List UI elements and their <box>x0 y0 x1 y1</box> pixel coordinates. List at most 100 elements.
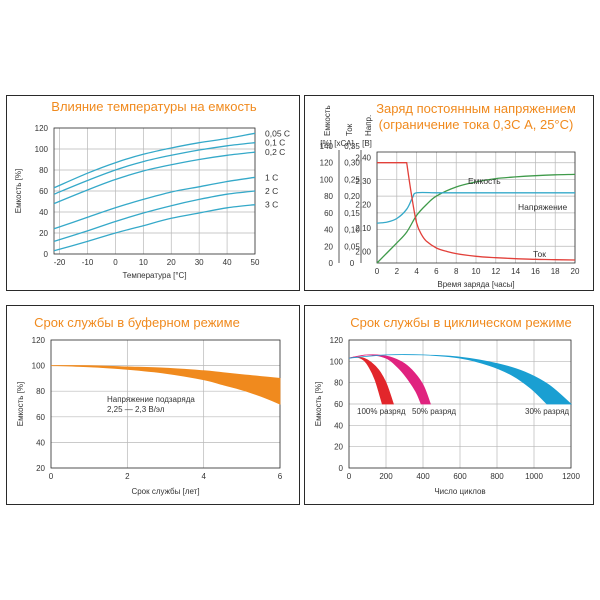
annotation-line: 2,25 — 2,3 В/эл <box>107 405 165 414</box>
capacity-tick-label: 20 <box>324 242 333 251</box>
series-line-3 <box>53 151 256 205</box>
current-tick-label: 0,25 <box>344 175 360 184</box>
voltage-tick-label: 2,20 <box>355 201 371 210</box>
x-axis-label: Температура [°C] <box>122 271 186 280</box>
x-tick-label: 30 <box>195 258 204 267</box>
capacity-tick-label: 140 <box>320 142 334 151</box>
current-tick-label: 0,35 <box>344 142 360 151</box>
y-tick-label: 100 <box>330 357 344 366</box>
cycle-band-3 <box>348 354 573 405</box>
chart-title: Срок службы в циклическом режиме <box>350 315 572 330</box>
y-axis-label: Емкость [%] <box>314 382 323 427</box>
band-label: 50% разряд <box>412 407 456 416</box>
series-label: 0,05 С <box>265 128 290 138</box>
x-tick-label: 400 <box>416 472 430 481</box>
cycle-band-2 <box>348 354 431 405</box>
band-label: 30% разряд <box>525 407 569 416</box>
series-label: 1 С <box>265 172 278 182</box>
series-label: 2 С <box>265 186 278 196</box>
x-tick-label: 1200 <box>562 472 580 481</box>
x-tick-label: -10 <box>82 258 94 267</box>
float-service-life-svg: Срок службы в буферном режиме 0 2 4 6 20 40 60 8… <box>16 315 283 496</box>
y-tick-label: 100 <box>32 362 46 371</box>
x-tick-label: 18 <box>551 267 560 276</box>
x-tick-label: 0 <box>113 258 118 267</box>
x-tick-label: 0 <box>375 267 380 276</box>
y-tick-label: 120 <box>32 336 46 345</box>
y-tick-label: 0 <box>44 250 49 259</box>
x-axis-label: Время заряда [часы] <box>437 280 514 289</box>
y-tick-label: 80 <box>39 166 48 175</box>
plot-frame <box>376 151 576 264</box>
x-tick-label: 4 <box>201 472 206 481</box>
y-tick-label: 80 <box>334 379 343 388</box>
x-axis-label: Срок службы [лет] <box>131 487 199 496</box>
y-axis-label: Емкость [%] <box>16 382 25 427</box>
current-tick-label: 0,05 <box>344 242 360 251</box>
y-tick-label: 20 <box>39 229 48 238</box>
x-tick-label: 200 <box>379 472 393 481</box>
x-tick-label: 0 <box>347 472 352 481</box>
chart-title: Влияние температуры на емкость <box>51 99 257 114</box>
y-tick-label: 80 <box>36 387 45 396</box>
current-tick-label: 0,20 <box>344 192 360 201</box>
series-line-2 <box>53 142 256 195</box>
capacity-tick-label: 40 <box>324 226 333 235</box>
y-axis-label: Емкость [%] <box>14 169 23 214</box>
constant-voltage-charge-svg: Заряд постоянным напряжением(ограничение… <box>320 101 580 289</box>
axis-header: Напр. <box>364 115 373 136</box>
y-tick-label: 40 <box>334 421 343 430</box>
chart-title-line: Заряд постоянным напряжением <box>376 101 576 116</box>
current-tick-label: 0,30 <box>344 159 360 168</box>
capacity-tick-label: 100 <box>320 175 334 184</box>
y-tick-label: 120 <box>35 124 49 133</box>
chart-subtitle-line: (ограничение тока 0,3С А, 25°С) <box>379 117 574 132</box>
x-tick-label: 2 <box>125 472 130 481</box>
y-tick-label: 60 <box>334 400 343 409</box>
cyclic-service-life-svg: Срок службы в циклическом режиме 0 200 400 6… <box>314 315 580 496</box>
x-tick-label: 10 <box>472 267 481 276</box>
series-label: Напряжение <box>518 202 568 212</box>
current-tick-label: 0,15 <box>344 209 360 218</box>
float-service-life-chart: Срок службы в буферном режиме 0 2 4 6 20 40 60 8… <box>6 305 300 505</box>
x-tick-label: 12 <box>491 267 500 276</box>
temperature-capacity-svg: Влияние температуры на емкость -20 -10 0 10 2… <box>14 99 290 280</box>
y-tick-label: 120 <box>330 336 344 345</box>
series-label: 0,1 С <box>265 138 285 148</box>
series-line-3 <box>377 162 576 261</box>
x-tick-label: 50 <box>251 258 260 267</box>
voltage-tick-label: 2,30 <box>355 177 371 186</box>
chart-title: Срок службы в буферном режиме <box>34 315 240 330</box>
current-tick-label: 0,10 <box>344 226 360 235</box>
y-tick-label: 60 <box>36 413 45 422</box>
series-label: 3 С <box>265 200 278 210</box>
temperature-capacity-chart: Влияние температуры на емкость -20 -10 0 10 2… <box>6 95 300 291</box>
voltage-tick-label: 2,10 <box>355 224 371 233</box>
x-axis-label: Число циклов <box>434 487 485 496</box>
constant-voltage-charge-chart: Заряд постоянным напряжением (ограничение… <box>304 95 594 291</box>
y-tick-label: 100 <box>35 145 49 154</box>
series-line-4 <box>53 176 256 230</box>
voltage-tick-label: 2,40 <box>355 154 371 163</box>
x-tick-label: -20 <box>54 258 66 267</box>
x-tick-label: 1000 <box>525 472 543 481</box>
series-label: Ток <box>533 249 546 259</box>
x-tick-label: 16 <box>531 267 540 276</box>
current-tick-label: 0 <box>350 259 355 268</box>
series-line-1 <box>53 132 256 189</box>
x-tick-label: 8 <box>454 267 459 276</box>
series-line-1 <box>376 173 576 264</box>
x-tick-label: 800 <box>490 472 504 481</box>
annotation-line: Напряжение подзаряда <box>107 395 195 404</box>
axis-unit: [хСА] <box>334 139 353 148</box>
x-tick-label: 600 <box>453 472 467 481</box>
band-label: 100% разряд <box>357 407 406 416</box>
cyclic-service-life-chart: Срок службы в циклическом режиме 0 200 400 6… <box>304 305 594 505</box>
capacity-tick-label: 120 <box>320 159 334 168</box>
y-tick-label: 40 <box>36 438 45 447</box>
y-tick-label: 20 <box>36 464 45 473</box>
series-label: Емкость <box>468 176 501 186</box>
axis-unit: [В] <box>362 139 372 148</box>
y-tick-label: 40 <box>39 208 48 217</box>
x-tick-label: 10 <box>139 258 148 267</box>
